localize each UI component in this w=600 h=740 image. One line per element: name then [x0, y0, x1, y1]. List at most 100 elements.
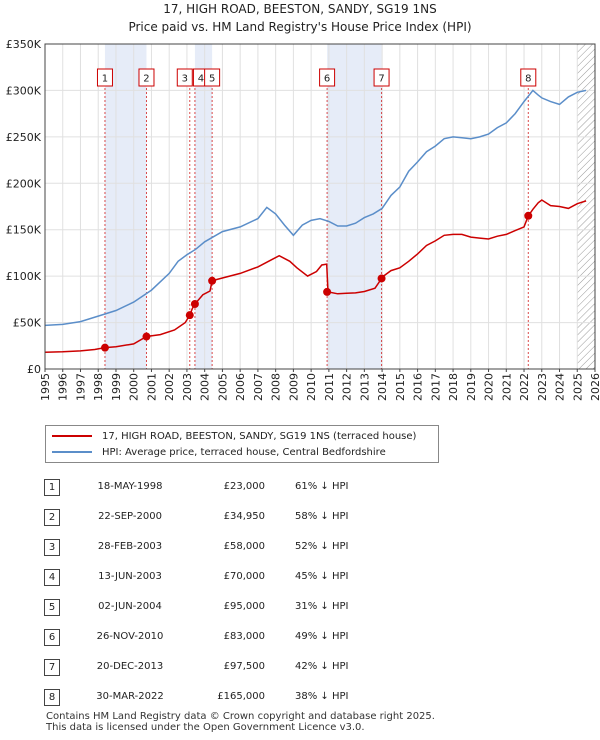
table-row: 3 28-FEB-2003 £58,000 52% ↓ HPI — [0, 532, 600, 562]
x-tick-label: 2005 — [216, 373, 229, 401]
y-tick-label: £100K — [6, 270, 42, 283]
marker-label: 4 — [198, 74, 204, 85]
table-row: 6 26-NOV-2010 £83,000 49% ↓ HPI — [0, 622, 600, 652]
transaction-number: 2 — [44, 509, 60, 526]
transaction-date: 13-JUN-2003 — [98, 571, 162, 582]
transaction-number: 1 — [44, 479, 60, 496]
footer-licence: This data is licensed under the Open Gov… — [46, 722, 365, 733]
transaction-price: £23,000 — [223, 481, 265, 492]
table-row: 7 20-DEC-2013 £97,500 42% ↓ HPI — [0, 652, 600, 682]
transaction-price: £58,000 — [223, 541, 265, 552]
marker-label: 8 — [525, 74, 531, 85]
shaded-span — [104, 44, 147, 369]
table-row: 4 13-JUN-2003 £70,000 45% ↓ HPI — [0, 562, 600, 592]
x-tick-label: 2026 — [589, 373, 600, 401]
footer-copyright: Contains HM Land Registry data © Crown c… — [46, 711, 435, 722]
price-chart: 17, HIGH ROAD, BEESTON, SANDY, SG19 1NS … — [6, 2, 600, 401]
transaction-hpi-diff: 31% ↓ HPI — [295, 601, 349, 612]
transaction-hpi-diff: 42% ↓ HPI — [295, 661, 349, 672]
y-tick-label: £0 — [27, 363, 41, 376]
transaction-date: 20-DEC-2013 — [96, 661, 164, 672]
legend-swatch-hpi — [52, 451, 92, 453]
x-tick-label: 2001 — [145, 373, 158, 401]
y-tick-label: £50K — [13, 317, 42, 330]
x-tick-label: 2021 — [500, 373, 513, 401]
legend-swatch-property — [52, 435, 92, 437]
x-tick-label: 2011 — [323, 373, 336, 401]
legend-item-hpi: HPI: Average price, terraced house, Cent… — [52, 444, 386, 460]
transaction-price: £165,000 — [217, 691, 265, 702]
transaction-date: 28-FEB-2003 — [97, 541, 163, 552]
x-tick-label: 2024 — [554, 373, 567, 401]
x-tick-label: 2009 — [287, 373, 300, 401]
transaction-hpi-diff: 61% ↓ HPI — [295, 481, 349, 492]
hpi-series-line — [45, 89, 587, 327]
x-tick-label: 2014 — [376, 373, 389, 401]
transaction-hpi-diff: 49% ↓ HPI — [295, 631, 349, 642]
x-tick-label: 2018 — [447, 373, 460, 401]
transaction-date: 26-NOV-2010 — [96, 631, 164, 642]
x-tick-label: 1997 — [74, 373, 87, 401]
x-tick-label: 2015 — [394, 373, 407, 401]
x-tick-label: 2025 — [571, 373, 584, 401]
x-tick-label: 1996 — [57, 373, 70, 401]
transaction-date: 22-SEP-2000 — [98, 511, 162, 522]
legend-label-property: 17, HIGH ROAD, BEESTON, SANDY, SG19 1NS … — [102, 430, 417, 442]
transaction-number: 4 — [44, 569, 60, 586]
table-row: 1 18-MAY-1998 £23,000 61% ↓ HPI — [0, 472, 600, 502]
transaction-hpi-diff: 38% ↓ HPI — [295, 691, 349, 702]
y-tick-label: £200K — [6, 177, 42, 190]
sale-point — [208, 276, 217, 285]
x-tick-label: 2020 — [483, 373, 496, 401]
marker-label: 3 — [182, 74, 188, 85]
table-row: 2 22-SEP-2000 £34,950 58% ↓ HPI — [0, 502, 600, 532]
transaction-price: £83,000 — [223, 631, 265, 642]
sale-point — [190, 300, 199, 308]
sale-point — [100, 343, 109, 352]
marker-box — [138, 68, 155, 87]
legend-label-hpi: HPI: Average price, terraced house, Cent… — [102, 446, 386, 458]
transaction-price: £70,000 — [223, 571, 265, 582]
chart-subtitle: Price paid vs. HM Land Registry's House … — [128, 20, 471, 34]
transaction-number: 8 — [44, 689, 60, 706]
y-tick-label: £350K — [6, 38, 42, 51]
transaction-date: 18-MAY-1998 — [97, 481, 163, 492]
legend: 17, HIGH ROAD, BEESTON, SANDY, SG19 1NS … — [45, 425, 439, 463]
transaction-number: 5 — [44, 599, 60, 616]
sale-point — [524, 211, 533, 220]
x-tick-label: 2000 — [128, 373, 141, 401]
transaction-number: 7 — [44, 659, 60, 676]
table-row: 8 30-MAR-2022 £165,000 38% ↓ HPI — [0, 682, 600, 712]
x-tick-label: 2007 — [252, 373, 265, 401]
x-tick-label: 2006 — [234, 373, 247, 401]
transaction-hpi-diff: 58% ↓ HPI — [295, 511, 349, 522]
x-tick-label: 2022 — [518, 373, 531, 401]
x-tick-label: 1995 — [39, 373, 52, 401]
property-series-line — [45, 199, 587, 354]
marker-box — [520, 68, 537, 87]
sale-point — [142, 332, 151, 341]
x-tick-label: 2013 — [358, 373, 371, 401]
shaded-span — [327, 44, 382, 369]
marker-label: 5 — [209, 74, 215, 85]
y-tick-label: £150K — [6, 224, 42, 237]
marker-box — [373, 68, 390, 87]
transaction-price: £97,500 — [223, 661, 265, 672]
marker-label: 7 — [378, 74, 384, 85]
x-tick-label: 2003 — [181, 373, 194, 401]
transaction-date: 30-MAR-2022 — [96, 691, 164, 702]
shaded-span — [194, 44, 213, 369]
y-tick-label: £300K — [6, 84, 42, 97]
x-tick-label: 1998 — [92, 373, 105, 401]
x-tick-label: 1999 — [110, 373, 123, 401]
sale-point — [377, 274, 386, 283]
marker-box — [319, 68, 336, 87]
legend-item-property: 17, HIGH ROAD, BEESTON, SANDY, SG19 1NS … — [52, 428, 416, 444]
x-tick-label: 2004 — [199, 373, 212, 401]
transaction-number: 6 — [44, 629, 60, 646]
transaction-hpi-diff: 45% ↓ HPI — [295, 571, 349, 582]
y-tick-label: £250K — [6, 131, 42, 144]
future-hatch — [577, 44, 595, 369]
plot-frame — [44, 43, 596, 370]
transaction-price: £34,950 — [223, 511, 265, 522]
